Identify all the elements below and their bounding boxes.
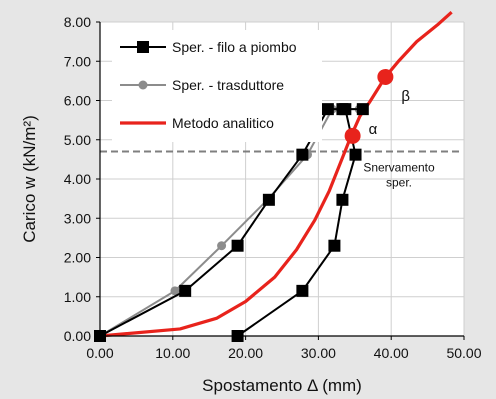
series-1-square-marker [296, 284, 309, 297]
x-tick-label: 0.00 [86, 345, 113, 361]
annotation-group: αβ [344, 68, 410, 144]
x-tick-label: 20.00 [228, 345, 263, 361]
series-1-square-marker [349, 148, 362, 161]
legend-circle-marker [138, 80, 148, 90]
y-tick-label: 5.00 [64, 132, 91, 148]
series-1-square-marker [179, 284, 192, 297]
series-1-square-marker [328, 239, 341, 252]
series-2-circle-marker [217, 241, 227, 251]
series-group [94, 10, 453, 342]
y-tick-label: 4.00 [64, 171, 91, 187]
y-tick-label: 8.00 [64, 14, 91, 30]
annotation-label: β [401, 88, 410, 105]
series-1-square-marker [296, 148, 309, 161]
y-tick-label: 2.00 [64, 250, 91, 266]
x-tick-label: 40.00 [374, 345, 409, 361]
series-2-circle-marker [170, 286, 180, 296]
x-axis-title: Spostamento Δ (mm) [202, 376, 362, 395]
annotation-point [377, 68, 394, 85]
series-3-line [99, 10, 453, 338]
annotation-point [344, 127, 361, 144]
series-1-square-marker [356, 103, 369, 116]
x-tick-label: 50.00 [446, 345, 481, 361]
y-tick-label: 3.00 [64, 210, 91, 226]
axes: 0.00 10.00 20.00 30.00 40.00 50.00 0.00 1.00 2.0… [64, 14, 482, 361]
y-tick-label: 1.00 [64, 289, 91, 305]
y-tick-label: 0.00 [64, 328, 91, 344]
x-tick-label: 30.00 [301, 345, 336, 361]
threshold-label: Snervamento sper. [363, 161, 435, 190]
series-1-square-marker [231, 239, 244, 252]
x-tick-label: 10.00 [155, 345, 190, 361]
y-tick-label: 7.00 [64, 53, 91, 69]
legend: Sper. - filo a piombo Sper. - trasduttore… [112, 30, 322, 142]
y-axis-title: Carico w (kN/m²) [20, 115, 39, 243]
legend-label: Sper. - trasduttore [172, 77, 284, 93]
y-tick-label: 6.00 [64, 93, 91, 109]
threshold-line-group: Snervamento sper. [100, 150, 460, 190]
annotation-label: α [369, 121, 378, 138]
legend-label: Metodo analitico [172, 115, 274, 131]
series-1-square-marker [336, 193, 349, 206]
series-1-square-marker [262, 193, 275, 206]
legend-label: Sper. - filo a piombo [172, 39, 297, 55]
series-1-square-marker [339, 103, 352, 116]
legend-square-marker [137, 41, 149, 53]
series-1-line [99, 108, 364, 337]
series-1-square-marker [321, 103, 334, 116]
